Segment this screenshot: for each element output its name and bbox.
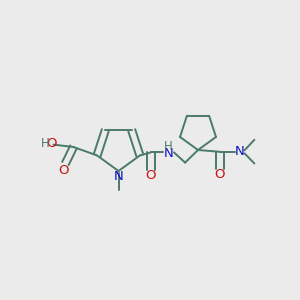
Text: H: H: [164, 140, 173, 154]
Text: N: N: [164, 147, 173, 161]
Text: N: N: [235, 145, 245, 158]
Text: O: O: [47, 136, 57, 150]
Text: O: O: [215, 168, 225, 182]
Text: H: H: [40, 136, 50, 150]
Text: N: N: [114, 170, 123, 183]
Text: O: O: [59, 164, 69, 177]
Text: O: O: [146, 169, 156, 182]
